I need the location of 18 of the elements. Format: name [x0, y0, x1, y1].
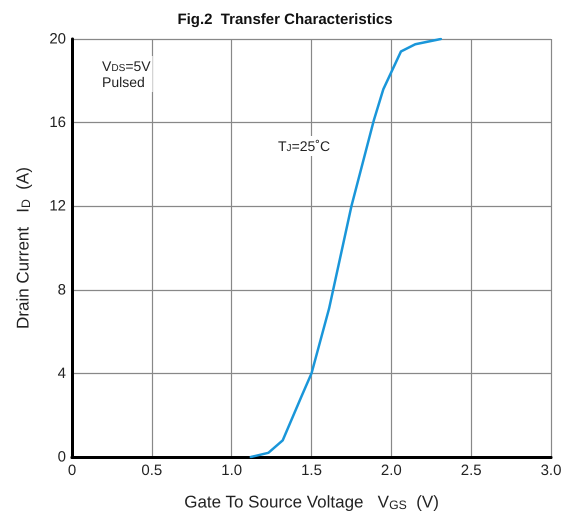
- x-tick-label: 1.0: [221, 462, 242, 479]
- y-tick-label: 0: [58, 448, 66, 466]
- annotation: TJ=25˚C: [278, 138, 330, 154]
- y-tick-label: 20: [49, 30, 66, 48]
- x-tick-label: 2.0: [380, 462, 402, 479]
- chart-title: Fig.2 Transfer Characteristics: [177, 11, 393, 28]
- x-axis-title: Gate To Source Voltage VGS (V): [184, 492, 439, 512]
- x-tick-label: 1.5: [301, 462, 322, 479]
- y-tick-label: 8: [58, 281, 66, 298]
- y-tick-label: 16: [49, 114, 66, 132]
- x-tick-label: 2.5: [460, 462, 482, 479]
- x-tick-label: 3.0: [540, 462, 562, 479]
- y-tick-label: 4: [58, 364, 66, 382]
- y-tick-label: 12: [49, 198, 66, 215]
- annotation: VDS=5V Pulsed: [102, 58, 152, 90]
- line-series: [250, 38, 442, 458]
- y-axis-title: Drain Current ID (A): [14, 167, 33, 329]
- x-tick-label: 0.5: [141, 462, 162, 479]
